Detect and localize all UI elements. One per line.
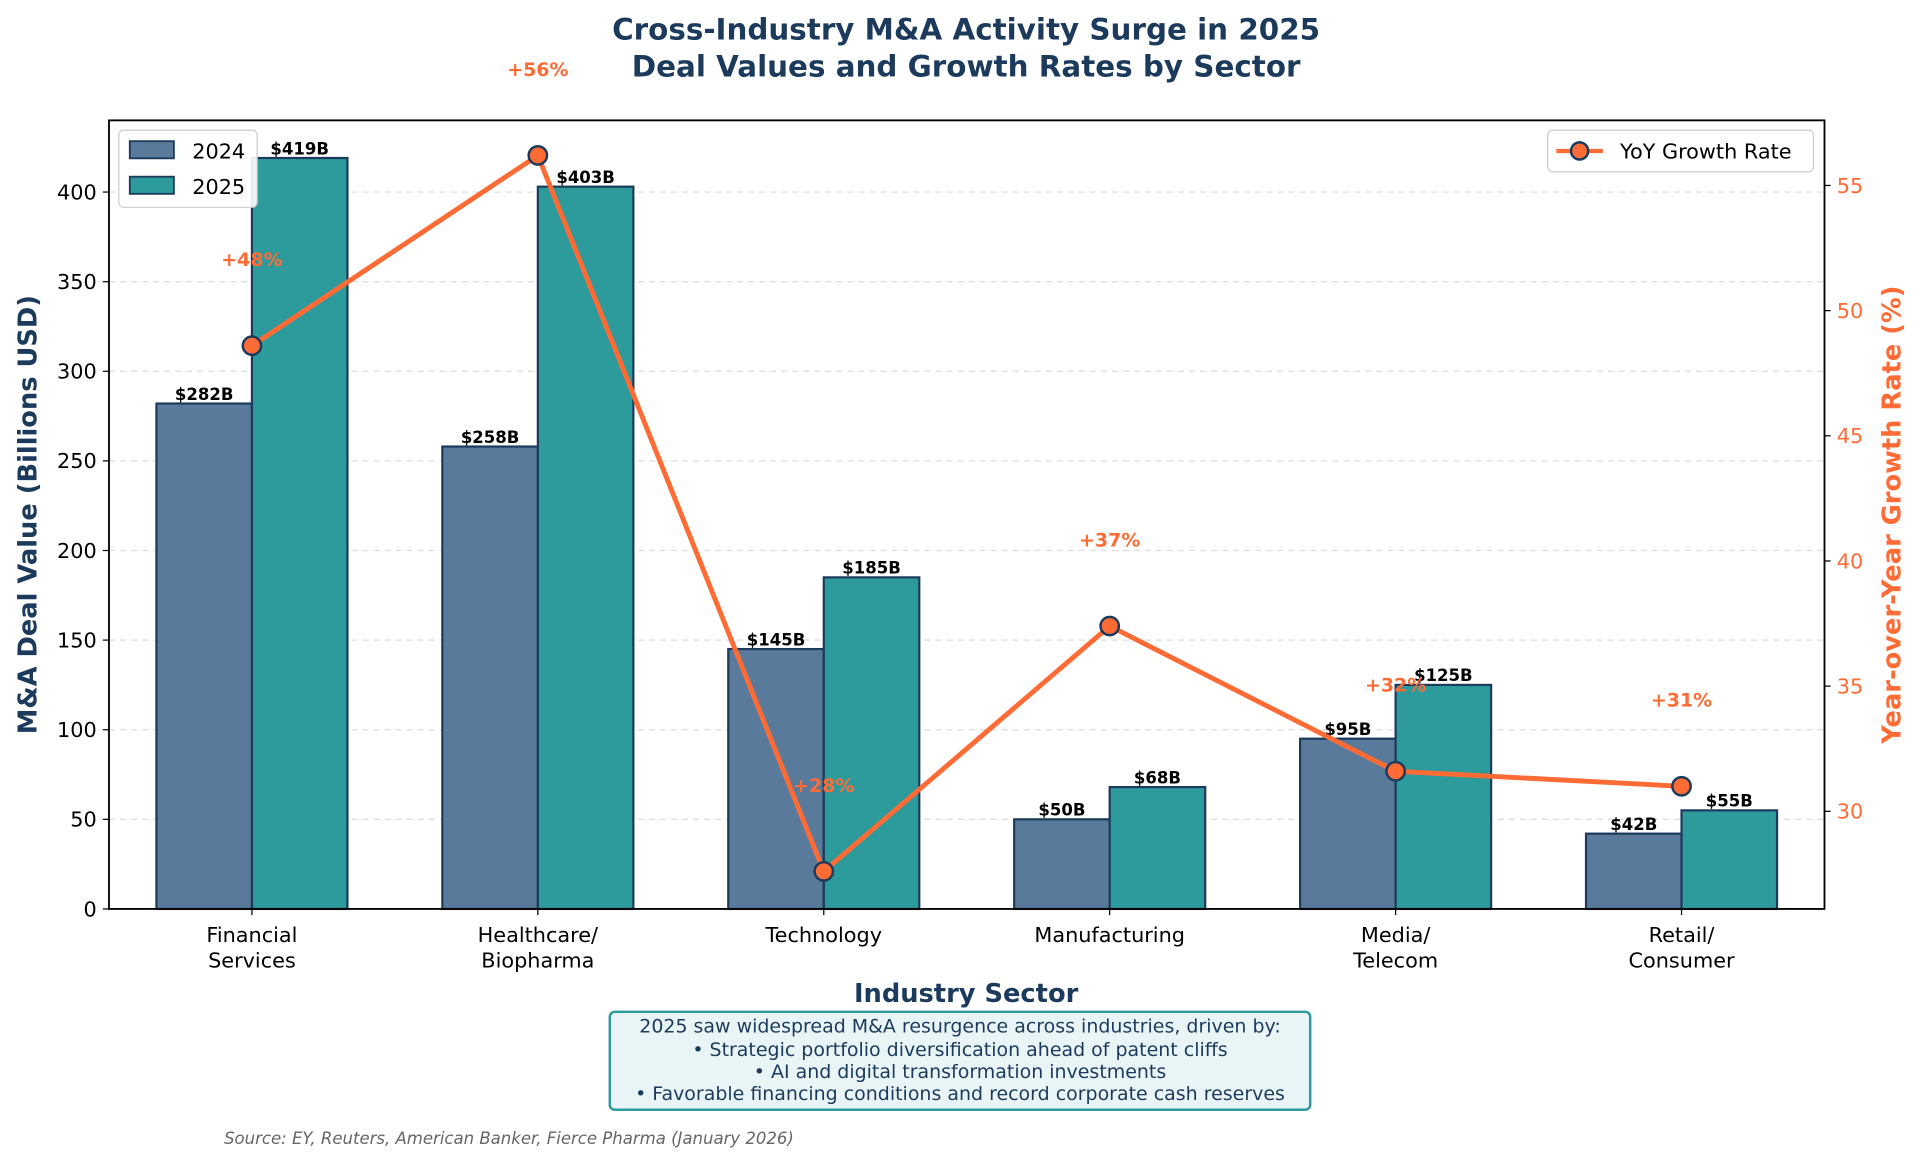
bar-2024: [727, 647, 825, 911]
bar-2025: [250, 156, 349, 911]
growth-point: [1671, 775, 1692, 797]
bar-value-label: $42B: [1610, 815, 1657, 834]
annotation-line: • Favorable financing conditions and rec…: [635, 1083, 1285, 1105]
x-tick-label: Services: [208, 949, 296, 973]
growth-point: [241, 335, 263, 357]
bar-2024: [441, 445, 539, 911]
y2-axis-label: Year-over-Year Growth Rate (%): [1877, 286, 1907, 745]
legend-line: YoY Growth Rate: [1547, 129, 1815, 173]
source-note: Source: EY, Reuters, American Banker, Fi…: [224, 1129, 794, 1148]
chart-subtitle: Deal Values and Growth Rates by Sector: [632, 49, 1301, 83]
growth-point: [813, 860, 835, 882]
y-tick-label: 100: [57, 718, 97, 742]
y2-tick-label: 50: [1837, 299, 1863, 323]
legend-swatch-2024: [128, 140, 175, 160]
y-tick-label: 200: [57, 539, 97, 563]
y2-tick-label: 45: [1837, 424, 1863, 448]
y2-tick-label: 35: [1837, 674, 1863, 698]
growth-point: [527, 145, 549, 166]
legend-label-2025: 2025: [192, 175, 245, 199]
growth-label: +56%: [507, 59, 568, 81]
bar-value-label: $68B: [1134, 768, 1181, 787]
bar-value-label: $403B: [556, 168, 615, 187]
bar-value-label: $50B: [1038, 801, 1085, 820]
y-tick-label: 300: [57, 360, 97, 384]
x-tick-label: Healthcare/: [478, 923, 598, 947]
growth-label: +37%: [1079, 529, 1140, 551]
growth-line-path: [250, 151, 1682, 876]
y-axis-label: M&A Deal Value (Billions USD): [14, 295, 44, 734]
growth-line: +48% +56% +28% +37% +32% +31%: [221, 59, 1712, 882]
x-axis-label: Industry Sector: [854, 979, 1079, 1009]
y-tick-label: 350: [57, 270, 97, 294]
x-tick-label: Technology: [765, 923, 882, 947]
bar-value-label: $185B: [842, 559, 901, 578]
bar-2025: [536, 185, 635, 911]
growth-label: +28%: [793, 775, 854, 797]
x-tick-label: Financial: [206, 923, 297, 947]
y-tick-label: 250: [57, 449, 97, 473]
bar-2024: [155, 402, 254, 911]
bar-value-label: $258B: [461, 428, 520, 447]
x-tick-label: Manufacturing: [1034, 923, 1185, 947]
y-tick-label: 0: [84, 897, 97, 921]
bar-value-label: $125B: [1414, 666, 1473, 685]
y2-tick-label: 30: [1837, 800, 1863, 824]
y2-tick-label: 55: [1837, 174, 1863, 198]
legend-label-2024: 2024: [192, 139, 245, 163]
bar-2024: [1299, 737, 1397, 911]
chart-title: Cross-Industry M&A Activity Surge in 202…: [612, 13, 1320, 47]
bar-value-label: $282B: [175, 385, 234, 404]
bar-2024: [1584, 832, 1683, 911]
legend-marker-icon: [1569, 141, 1590, 161]
growth-label: +48%: [221, 249, 282, 271]
legend-bars: 2024 2025: [118, 129, 258, 208]
bar-value-label: $55B: [1706, 792, 1753, 811]
bar-value-label: $95B: [1324, 720, 1371, 739]
growth-label: +31%: [1651, 690, 1712, 712]
x-tick-label: Telecom: [1352, 949, 1438, 973]
axes: 0 50 100 150 200 250 300 350 400 30 35 40 45 50 55 Fina…: [57, 174, 1863, 973]
bar-value-label: $145B: [747, 630, 806, 649]
annotation-line: • Strategic portfolio diversification ah…: [692, 1039, 1227, 1061]
bar-2025: [1680, 809, 1779, 911]
legend-swatch-2025: [128, 175, 175, 195]
x-tick-label: Retail/: [1649, 923, 1715, 947]
growth-point: [1385, 760, 1407, 782]
annotation-line: 2025 saw widespread M&A resurgence acros…: [639, 1016, 1281, 1038]
grid: [108, 191, 1825, 820]
y2-tick-label: 40: [1837, 549, 1863, 573]
y-tick-label: 150: [57, 628, 97, 652]
bar-2025: [1108, 785, 1207, 911]
x-tick-label: Biopharma: [481, 949, 594, 973]
y-tick-label: 50: [70, 808, 96, 832]
bar-2025: [822, 576, 921, 911]
bar-2025: [1394, 683, 1493, 911]
annotation-line: • AI and digital transformation investme…: [754, 1061, 1167, 1083]
growth-label: +32%: [1365, 675, 1426, 697]
plot-frame: [108, 119, 1826, 910]
legend-label-growth: YoY Growth Rate: [1619, 139, 1792, 163]
annotation-box: 2025 saw widespread M&A resurgence acros…: [608, 1010, 1312, 1111]
growth-point: [1099, 615, 1121, 637]
bars: $282B $258B $145B $50B $95B $42B $419B $403B $18…: [155, 139, 1779, 911]
x-tick-label: Consumer: [1629, 949, 1735, 973]
bar-2024: [1013, 818, 1111, 911]
bar-value-label: $419B: [270, 139, 329, 158]
y-tick-label: 400: [57, 180, 97, 204]
x-tick-label: Media/: [1361, 923, 1430, 947]
